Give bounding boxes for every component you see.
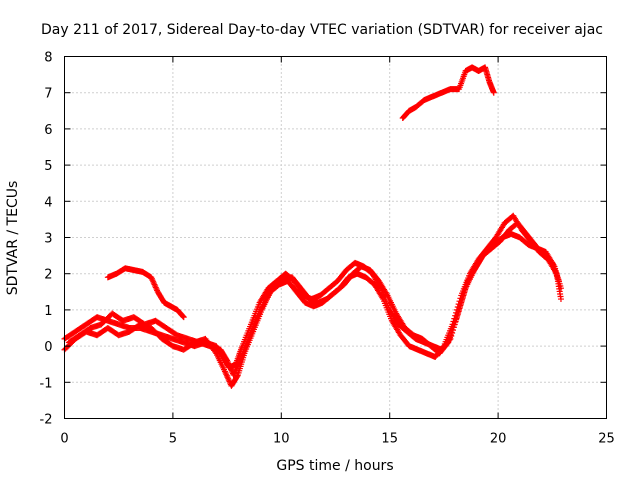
y-tick-label: 8 (44, 51, 52, 66)
data-point (180, 313, 187, 320)
y-tick-label: 4 (44, 195, 52, 210)
x-tick-label: 0 (60, 432, 68, 447)
x-tick-label: 15 (381, 432, 398, 447)
data-point (455, 308, 462, 315)
data-point (454, 311, 461, 318)
data-point (456, 305, 463, 312)
y-tick-label: 2 (44, 268, 52, 283)
chart-title: Day 211 of 2017, Sidereal Day-to-day VTE… (41, 22, 603, 38)
y-tick-label: 7 (44, 87, 52, 102)
series-d (104, 265, 187, 321)
series-e (399, 64, 497, 122)
y-tick-label: 3 (44, 232, 52, 247)
data-point (457, 302, 464, 309)
data-point (180, 314, 187, 321)
data-points (61, 64, 564, 389)
data-point (444, 340, 451, 347)
x-axis-title: GPS time / hours (276, 458, 393, 474)
data-point (459, 293, 466, 300)
data-point (458, 299, 465, 306)
y-tick-label: -2 (40, 413, 53, 428)
data-point (460, 290, 467, 297)
y-tick-label: 6 (44, 123, 52, 138)
data-point (459, 296, 466, 303)
y-tick-label: -1 (40, 376, 53, 391)
data-point (453, 314, 460, 321)
y-tick-label: 0 (44, 340, 52, 355)
data-point (555, 277, 562, 284)
y-tick-label: 1 (44, 304, 52, 319)
y-tick-label: 5 (44, 159, 52, 174)
series-c (65, 220, 562, 379)
x-tick-label: 20 (490, 432, 507, 447)
data-point (490, 89, 497, 96)
x-tick-label: 5 (169, 432, 177, 447)
axis-ticks: 0 5 10 15 20 25 -2 -1 0 1 2 3 4 5 6 7 8 (40, 51, 615, 447)
data-point (234, 373, 241, 380)
x-tick-label: 10 (273, 432, 290, 447)
data-point (557, 296, 564, 303)
x-tick-label: 25 (598, 432, 615, 447)
data-point (461, 288, 468, 295)
y-axis-title: SDTVAR / TECUs (5, 181, 21, 296)
